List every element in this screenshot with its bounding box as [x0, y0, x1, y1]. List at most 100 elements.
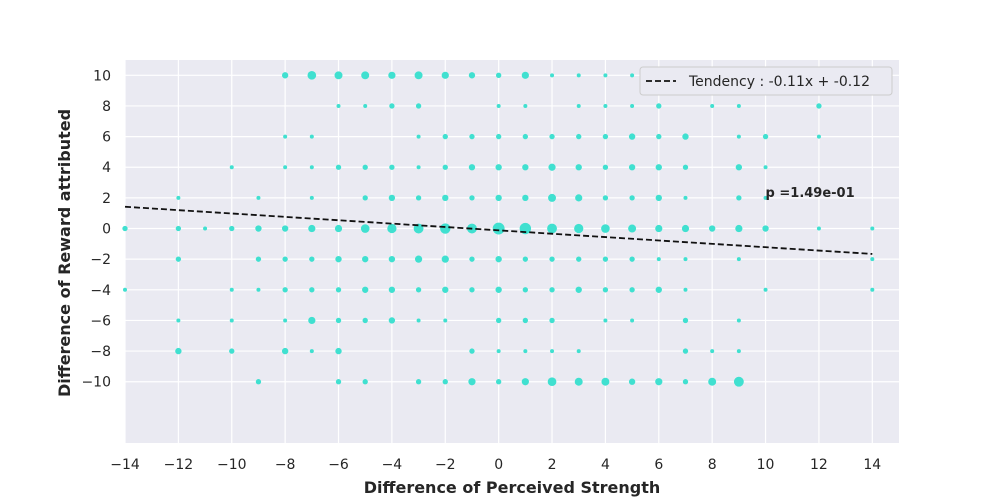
data-point: [763, 287, 768, 292]
data-point: [388, 317, 396, 324]
y-tick-label: 4: [102, 160, 111, 176]
data-point: [255, 225, 262, 232]
data-point: [281, 225, 289, 232]
data-point: [816, 226, 821, 231]
data-point: [549, 317, 555, 324]
x-tick-label: −6: [328, 457, 349, 473]
data-point: [656, 133, 662, 140]
data-point: [522, 133, 529, 140]
data-point: [629, 287, 635, 293]
data-point: [468, 72, 476, 79]
data-point: [603, 318, 608, 323]
data-point: [522, 317, 529, 324]
data-point: [870, 257, 875, 262]
data-point: [549, 256, 555, 262]
data-point: [309, 195, 314, 200]
data-point: [733, 376, 744, 387]
data-point: [416, 134, 421, 139]
legend-label: Tendency : -0.11x + -0.12: [688, 74, 870, 90]
data-point: [495, 72, 502, 78]
data-point: [576, 349, 581, 354]
data-point: [735, 224, 743, 233]
data-point: [762, 225, 769, 232]
y-tick-labels: −10 −8 −6 −4 −2 0 2 4 6 8 10: [81, 68, 111, 390]
trend-line: [124, 205, 873, 255]
data-point: [334, 224, 343, 233]
data-point: [255, 379, 262, 385]
data-point: [229, 225, 235, 232]
data-point: [870, 287, 875, 292]
x-tick-label: −14: [110, 457, 140, 473]
data-point: [495, 379, 502, 385]
data-point: [123, 287, 127, 292]
data-point: [656, 257, 661, 262]
data-point: [229, 348, 235, 354]
data-point: [522, 287, 529, 293]
x-tick-label: 10: [757, 457, 775, 473]
data-point: [683, 257, 688, 262]
data-point: [736, 134, 741, 139]
x-tick-label: 0: [494, 457, 503, 473]
x-tick-label: −8: [275, 457, 296, 473]
data-point: [416, 318, 421, 323]
x-tick-label: 14: [863, 457, 881, 473]
data-point: [574, 223, 584, 234]
data-point: [468, 378, 476, 386]
data-point: [602, 195, 609, 201]
data-point: [442, 164, 448, 170]
data-point: [414, 255, 423, 263]
x-tick-label: −10: [217, 457, 247, 473]
data-point: [682, 317, 689, 324]
data-point: [335, 164, 342, 170]
data-point: [442, 194, 449, 202]
data-point: [548, 163, 556, 171]
data-point: [362, 164, 368, 170]
data-point: [362, 255, 369, 263]
data-point: [309, 349, 314, 354]
x-tick-labels: −14 −12 −10 −8 −6 −4 −2 0 2 4 6 8 10 12 14: [110, 457, 881, 473]
x-tick-label: −4: [382, 457, 403, 473]
data-point: [603, 103, 608, 108]
data-point: [628, 224, 637, 233]
data-point: [736, 103, 741, 108]
data-point: [495, 286, 502, 293]
data-point: [547, 223, 557, 234]
grid: [124, 60, 899, 443]
data-point: [309, 256, 315, 262]
data-point: [492, 222, 505, 235]
data-point: [362, 379, 368, 385]
data-point: [522, 194, 529, 202]
data-point: [281, 347, 289, 355]
data-point: [469, 287, 475, 293]
data-point: [550, 73, 555, 78]
y-tick-label: 8: [102, 99, 111, 115]
data-point: [709, 225, 716, 232]
data-point: [308, 316, 316, 325]
data-point: [335, 347, 342, 355]
data-point: [681, 224, 690, 233]
data-point: [175, 347, 182, 355]
data-point: [683, 195, 688, 200]
data-point: [389, 103, 395, 109]
data-point: [283, 134, 288, 139]
data-point: [710, 349, 715, 354]
data-point: [203, 226, 208, 231]
data-point: [547, 377, 557, 387]
y-axis-label: Difference of Reward attributed: [55, 109, 74, 397]
data-point: [816, 134, 821, 139]
data-point: [655, 378, 663, 386]
data-point: [388, 194, 396, 202]
data-point: [575, 164, 582, 171]
data-point: [602, 133, 609, 140]
data-point: [548, 193, 557, 202]
data-point: [602, 256, 609, 262]
data-point: [415, 195, 422, 201]
data-point: [416, 165, 421, 170]
data-point: [603, 73, 608, 78]
data-point: [468, 164, 476, 171]
data-point: [415, 379, 422, 385]
data-point: [282, 287, 288, 293]
data-point: [656, 103, 662, 109]
data-point: [362, 317, 368, 324]
